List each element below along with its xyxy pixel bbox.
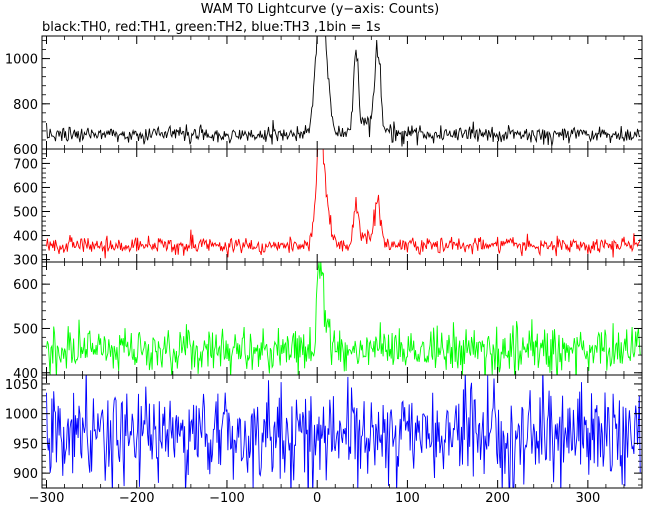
y-tick-label: 950 xyxy=(13,437,38,452)
y-tick-label: 400 xyxy=(13,230,38,245)
y-tick-label: 400 xyxy=(13,367,38,382)
panel-th3: 900 950 1000 1050 xyxy=(5,374,643,489)
x-tick-label: −300 xyxy=(29,491,65,505)
series-th2-line xyxy=(46,262,641,375)
x-tick-label: 200 xyxy=(485,491,510,505)
y-tick-label: 900 xyxy=(13,467,38,482)
y-tick-label: 1050 xyxy=(5,378,38,393)
series-th3-line xyxy=(46,375,641,488)
x-tick-label: −100 xyxy=(209,491,245,505)
y-tick-label: 1000 xyxy=(5,53,38,68)
panel-th2: 400 500 600 xyxy=(13,261,643,382)
x-axis-tick-labels: −300 −200 −100 0 100 200 300 xyxy=(29,491,601,505)
y-tick-label: 600 xyxy=(13,278,38,293)
y-tick-label: 600 xyxy=(13,181,38,196)
y-tick-label: 800 xyxy=(13,98,38,113)
chart-subtitle: black:TH0, red:TH1, green:TH2, blue:TH3 … xyxy=(42,20,381,35)
y-tick-label: 1000 xyxy=(5,408,38,423)
y-tick-label: 600 xyxy=(13,143,38,158)
x-tick-label: −200 xyxy=(119,491,155,505)
y-tick-label: 500 xyxy=(13,206,38,221)
panels-group: 6008001000300400500600700400500600900950… xyxy=(5,35,643,489)
x-tick-label: 300 xyxy=(575,491,600,505)
x-tick-label: 0 xyxy=(313,491,321,505)
y-tick-label: 700 xyxy=(13,157,38,172)
y-tick-label: 300 xyxy=(13,254,38,269)
series-th0-line xyxy=(46,36,641,147)
panel-th1: 300 400 500 600 700 xyxy=(13,148,643,269)
x-tick-label: 100 xyxy=(395,491,420,505)
y-tick-label: 500 xyxy=(13,322,38,337)
chart-title: WAM T0 Lightcurve (y−axis: Counts) xyxy=(201,2,439,17)
series-th1-line xyxy=(46,149,641,259)
